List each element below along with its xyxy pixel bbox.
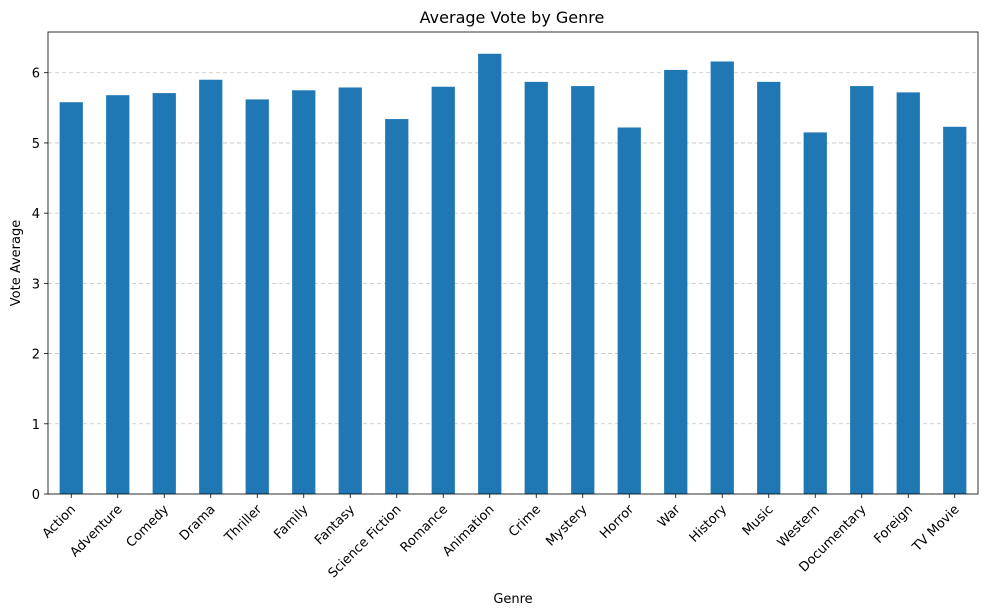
x-tick-label: Western [775, 502, 823, 550]
bar [943, 126, 967, 494]
x-tick-label: Comedy [124, 502, 173, 551]
y-tick-label: 3 [32, 277, 40, 292]
bar [803, 132, 827, 495]
x-tick-label: Thriller [221, 502, 265, 546]
bar [524, 81, 548, 494]
x-tick-label: Action [40, 502, 79, 541]
bar [478, 53, 502, 494]
y-tick-label: 5 [32, 137, 40, 152]
x-tick-label: Mystery [543, 502, 590, 549]
x-tick-label: Drama [177, 502, 219, 544]
bars [59, 53, 967, 495]
x-axis-label: Genre [493, 592, 532, 607]
bar [152, 93, 176, 494]
bar [617, 127, 641, 494]
y-tick-label: 4 [32, 207, 40, 222]
plot-frame [47, 31, 979, 495]
bar [431, 86, 455, 494]
bar [896, 92, 920, 494]
bar [664, 69, 688, 495]
y-axis-label: Vote Average [9, 220, 24, 306]
bar [385, 119, 409, 494]
x-tick-label: TV Movie [909, 502, 962, 555]
x-tick-label: Music [740, 502, 777, 539]
bar [338, 87, 362, 495]
x-tick-label: Family [271, 502, 311, 542]
y-tick-label: 2 [32, 348, 40, 363]
y-axis-ticks: 0 1 2 3 4 5 6 [32, 67, 48, 503]
bar [59, 102, 83, 494]
bar [199, 79, 223, 494]
bar [850, 86, 874, 494]
x-tick-label: Horror [597, 502, 637, 542]
bar [245, 99, 269, 494]
y-tick-label: 0 [32, 488, 40, 503]
x-tick-label: History [687, 502, 731, 546]
x-tick-label: War [655, 502, 684, 531]
x-tick-label: Crime [506, 502, 544, 540]
bar [757, 81, 781, 494]
bar [106, 95, 130, 494]
y-tick-label: 6 [32, 67, 40, 82]
x-tick-label: Foreign [871, 502, 916, 547]
chart-title: Average Vote by Genre [420, 8, 605, 27]
grid-lines [48, 72, 978, 495]
bar [710, 61, 734, 495]
x-tick-label: Fantasy [312, 502, 358, 548]
y-tick-label: 1 [32, 418, 40, 433]
bar [292, 90, 316, 494]
bar [571, 86, 595, 494]
